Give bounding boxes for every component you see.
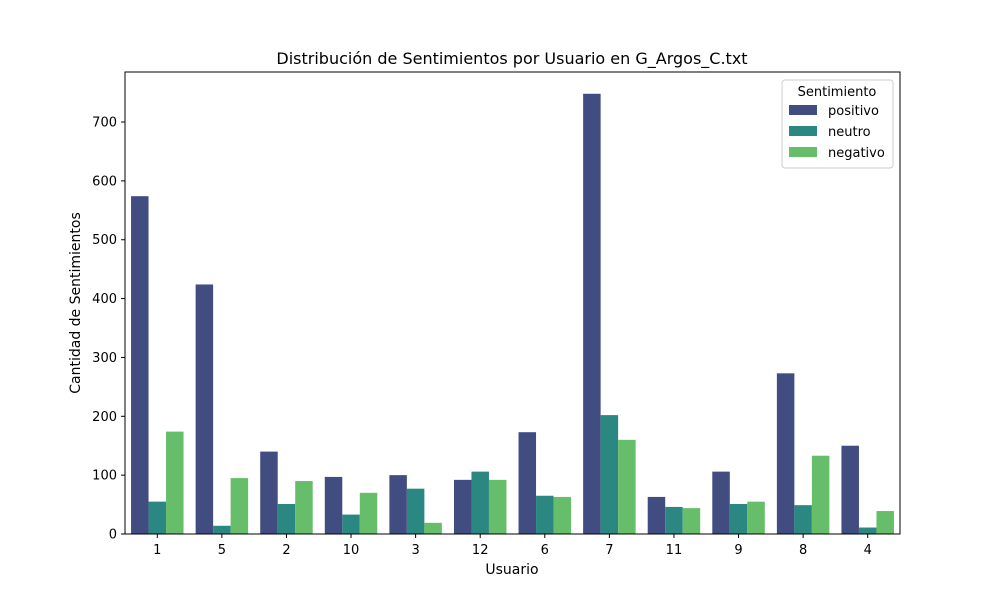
bar-positivo-12 <box>453 479 472 534</box>
bar-negativo-11 <box>682 508 701 534</box>
bar-negativo-6 <box>553 496 572 534</box>
x-tick-label-5: 5 <box>218 543 226 558</box>
bar-neutro-3 <box>406 488 425 534</box>
bar-positivo-11 <box>647 496 666 534</box>
legend-label-negativo: negativo <box>828 146 885 161</box>
bar-neutro-5 <box>213 525 231 534</box>
bar-positivo-8 <box>776 373 795 534</box>
legend-swatch-negativo <box>789 147 817 157</box>
y-tick-label-400: 400 <box>92 292 117 307</box>
bars-group <box>131 93 894 535</box>
bar-neutro-9 <box>729 503 748 534</box>
x-tick-label-1: 1 <box>153 543 161 558</box>
bar-negativo-9 <box>747 501 765 534</box>
legend: Sentimiento positivo neutro negativo <box>781 79 894 169</box>
y-tick-label-700: 700 <box>92 116 117 131</box>
y-tick-label-0: 0 <box>109 528 117 543</box>
y-tick-label-300: 300 <box>92 351 117 366</box>
legend-box <box>781 79 894 169</box>
bar-negativo-5 <box>230 478 249 534</box>
y-tick-label-100: 100 <box>92 469 117 484</box>
legend-label-neutro: neutro <box>828 125 871 140</box>
bar-neutro-12 <box>471 471 489 534</box>
y-axis: 0 100 200 300 400 500 600 700 <box>92 116 125 543</box>
y-axis-label: Cantidad de Sentimientos <box>68 212 84 393</box>
x-tick-label-11: 11 <box>666 543 683 558</box>
bar-positivo-5 <box>195 284 214 534</box>
bar-positivo-10 <box>324 476 343 534</box>
bar-positivo-3 <box>389 475 407 534</box>
bar-positivo-6 <box>518 432 537 534</box>
bar-negativo-7 <box>618 439 636 534</box>
x-tick-label-8: 8 <box>799 543 807 558</box>
x-tick-label-4: 4 <box>864 543 872 558</box>
x-axis: 1 5 2 10 3 12 6 7 11 9 8 4 <box>153 534 872 558</box>
bar-neutro-1 <box>148 501 167 534</box>
x-tick-label-7: 7 <box>605 543 613 558</box>
bar-neutro-7 <box>600 415 619 534</box>
bar-neutro-6 <box>536 495 554 534</box>
x-tick-label-12: 12 <box>472 543 489 558</box>
legend-swatch-positivo <box>789 105 817 115</box>
bar-negativo-12 <box>488 479 507 534</box>
x-tick-label-6: 6 <box>541 543 549 558</box>
bar-positivo-9 <box>712 471 730 534</box>
x-tick-label-9: 9 <box>734 543 742 558</box>
legend-title: Sentimiento <box>798 85 877 100</box>
x-tick-label-2: 2 <box>282 543 290 558</box>
x-axis-label: Usuario <box>485 562 538 578</box>
bar-positivo-2 <box>260 451 278 534</box>
bar-neutro-4 <box>858 527 877 534</box>
x-tick-label-3: 3 <box>411 543 419 558</box>
bar-negativo-1 <box>166 431 184 534</box>
legend-swatch-neutro <box>789 126 817 136</box>
bar-negativo-10 <box>359 492 378 534</box>
bar-neutro-11 <box>665 506 683 534</box>
bar-neutro-2 <box>277 503 296 534</box>
chart-title: Distribución de Sentimientos por Usuario… <box>276 49 747 69</box>
bar-negativo-2 <box>295 481 313 534</box>
y-tick-label-500: 500 <box>92 233 117 248</box>
plot-frame <box>124 71 901 535</box>
bar-positivo-4 <box>841 445 859 534</box>
y-tick-label-600: 600 <box>92 174 117 189</box>
legend-label-positivo: positivo <box>828 104 879 119</box>
bar-negativo-3 <box>424 522 442 534</box>
bar-neutro-8 <box>794 505 812 534</box>
bar-positivo-7 <box>583 93 601 535</box>
x-tick-label-10: 10 <box>343 543 360 558</box>
bar-negativo-8 <box>811 455 830 534</box>
y-tick-label-200: 200 <box>92 410 117 425</box>
bar-positivo-1 <box>131 196 149 534</box>
bar-neutro-10 <box>342 514 360 534</box>
bar-negativo-4 <box>876 511 894 534</box>
